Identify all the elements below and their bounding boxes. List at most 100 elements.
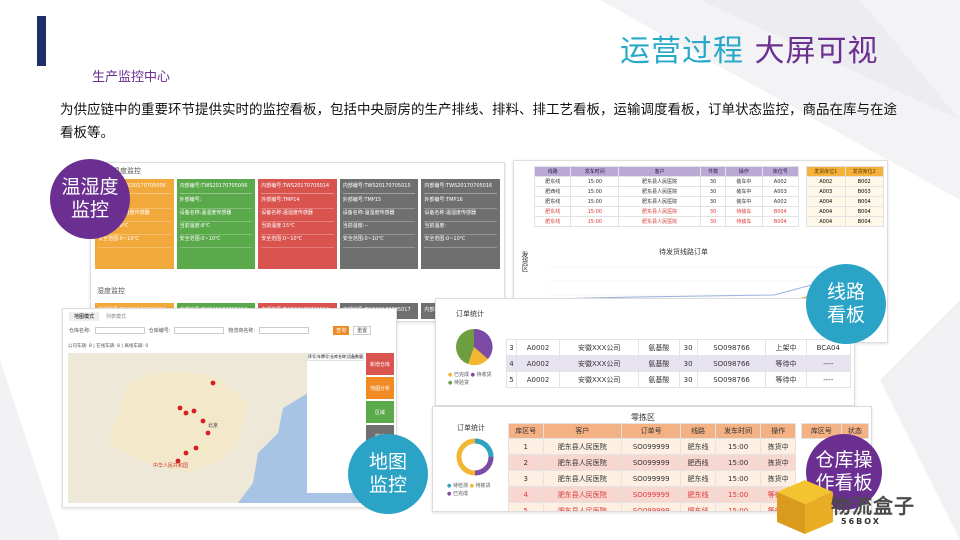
table-cell: A003: [761, 186, 800, 197]
table-cell: 拣货中: [760, 438, 796, 455]
tab-list-mode[interactable]: 列表模式: [106, 314, 127, 320]
table-cell: 15:00: [570, 176, 620, 187]
page-title: 运营过程 大屏可视: [620, 34, 879, 69]
map-side-button[interactable]: 区域: [366, 401, 394, 423]
table-cell: A0002: [515, 355, 561, 372]
table-cell: B002: [844, 176, 884, 187]
table-cell: ----: [805, 355, 852, 372]
table-cell: 5: [506, 371, 517, 388]
table-cell: 30: [700, 196, 727, 207]
table-row: 肥东线 15:00 肥东县人民医院 30 待装车 B004: [533, 216, 800, 227]
table-row: A004 B004: [806, 206, 884, 217]
map-badge: 地图 监控: [348, 434, 428, 514]
table-cell: A004: [806, 216, 846, 227]
humidity-badge: 温湿度 监控: [50, 159, 130, 239]
humidity-section-label: 湿度监控: [97, 287, 125, 295]
table-cell: 肥东县人民医院: [542, 438, 623, 455]
table-cell: 15:00: [714, 438, 762, 455]
table-cell: 肥东线: [533, 216, 572, 227]
table-row: A003 B003: [806, 186, 884, 197]
table-cell: 肥东县人民医院: [618, 206, 702, 217]
sorting-panel: 零拣区 订单统计 ● 待检测 ● 待拣货 ● 已完成 库区号 客户 订单号 线路 发车时…: [432, 406, 872, 512]
sorting-col-header: 线路: [680, 423, 716, 439]
map-side-button[interactable]: 新增仓库: [366, 353, 394, 375]
sensor-field: 设备名称:温湿度传感器: [424, 209, 497, 222]
table-cell: 1: [508, 438, 544, 455]
table-cell: 30: [678, 371, 698, 388]
filter-input-2[interactable]: [174, 327, 225, 334]
table-cell: 肥东线: [533, 196, 572, 207]
vehicle-col-header: 序号: [307, 353, 317, 361]
tab-map-mode[interactable]: 地图模式: [69, 312, 100, 321]
route-badge: 线路 看板: [806, 264, 886, 344]
table-cell: 上架中: [765, 339, 807, 356]
sensor-field: 当前温度:: [424, 222, 497, 235]
chart-side-label: 发货区: [521, 251, 529, 272]
table-cell: 安徽XXX公司: [559, 355, 640, 372]
table-cell: 肥东线: [680, 502, 716, 511]
table-cell: SO099999: [621, 454, 682, 471]
table-cell: B004: [844, 216, 884, 227]
table-cell: A0002: [515, 371, 561, 388]
table-cell: 30: [700, 206, 727, 217]
table-cell: A003: [806, 186, 846, 197]
table-row: 3 肥东县人民医院 SO099999 肥东线 15:00 拣货中: [508, 470, 796, 487]
sensor-field: 外部编号:: [179, 196, 253, 209]
slot-table: 发货库位1 发货库位2 A002 B002 A003 B003 A004 B004 A004 B…: [806, 166, 884, 227]
sensor-card[interactable]: 内部编号:TWS20170705015 外部编号:TMP15 设备名称:温湿度传感器…: [339, 179, 419, 269]
temperature-cards: 内部编号:TWS20170705006外部编号:设备名称:温湿度传感器当前温度:…: [91, 179, 504, 269]
table-cell: 30: [678, 339, 698, 356]
map-side-button[interactable]: 地图分析: [366, 377, 394, 399]
table-cell: 15:00: [714, 470, 762, 487]
table-cell: 2: [508, 454, 544, 471]
accent-bar: [37, 16, 46, 66]
table-row: A004 B004: [806, 196, 884, 207]
table-cell: 氨基酸: [638, 371, 680, 388]
table-cell: A004: [806, 196, 846, 207]
sensor-field: 外部编号:TMP16: [424, 196, 497, 209]
table-cell: 肥东线: [680, 438, 716, 455]
table-cell: 肥东线: [533, 176, 572, 187]
sorting-stats-title: 订单统计: [457, 424, 485, 432]
table-cell: 肥东县人民医院: [618, 176, 702, 187]
humidity-panel: 温度监控 内部编号:TWS20170705006外部编号:设备名称:温湿度传感器…: [90, 162, 505, 322]
logo-subtext: 56BOX: [841, 517, 881, 526]
table-cell: 肥东线: [680, 470, 716, 487]
table-cell: 氨基酸: [638, 355, 680, 372]
route-table: 线路 发车时间 客户 件数 操作 库位号 肥东线 15:00 肥东县人民医院 30 装车中 A002…: [533, 166, 800, 227]
sensor-card[interactable]: 内部编号:TWS20170705014 外部编号:TMP14 设备名称:温湿度传感器…: [258, 179, 337, 269]
table-cell: 装车中: [725, 176, 763, 187]
order-stats-title: 订单统计: [456, 310, 484, 318]
filter-label-3: 物流商名称:: [228, 328, 256, 334]
sensor-field: 外部编号:TMP15: [342, 196, 416, 209]
sorting-area-label: 零拣区: [631, 413, 655, 422]
sorting-donut-chart: [456, 438, 494, 476]
table-cell: B004: [844, 206, 884, 217]
filter-label-2: 仓库编号:: [148, 328, 171, 334]
search-button[interactable]: 查询: [333, 326, 350, 335]
filter-input-1[interactable]: [94, 327, 145, 334]
sensor-id: 内部编号:TWS20170705006: [98, 182, 171, 194]
table-cell: 30: [700, 216, 727, 227]
reset-button[interactable]: 重置: [353, 326, 372, 335]
series-line-3: [548, 278, 834, 300]
sensor-field: 安全范围:0~10℃: [98, 235, 171, 248]
vehicle-legend: 公司车辆: 8 | 在线车辆: 8 | 离线车辆: 0: [68, 344, 149, 349]
table-cell: 3: [506, 339, 517, 356]
table-cell: 拣货中: [760, 454, 796, 471]
sensor-card[interactable]: 内部编号:TWS20170705016 外部编号:TMP16 设备名称:温湿度传感器…: [421, 179, 500, 269]
table-cell: 4: [506, 355, 517, 372]
table-cell: 拣货中: [760, 470, 796, 487]
table-cell: 肥东县人民医院: [618, 216, 702, 227]
order-legend: ● 已完成 ● 待收货 ● 待验货: [448, 372, 492, 386]
table-cell: 15:00: [570, 216, 620, 227]
table-row: 4 A0002 安徽XXX公司 氨基酸 30 SO098766 等待中 ----: [506, 355, 852, 372]
table-cell: SO099999: [621, 486, 682, 503]
sensor-id: 内部编号:TWS20170705015: [342, 182, 416, 194]
filter-input-3[interactable]: [259, 327, 310, 334]
sensor-card[interactable]: 内部编号:TWS20170705006 外部编号:设备名称:温湿度传感器当前温度:…: [176, 179, 256, 269]
sensor-field: 设备名称:温湿度传感器: [261, 209, 334, 222]
